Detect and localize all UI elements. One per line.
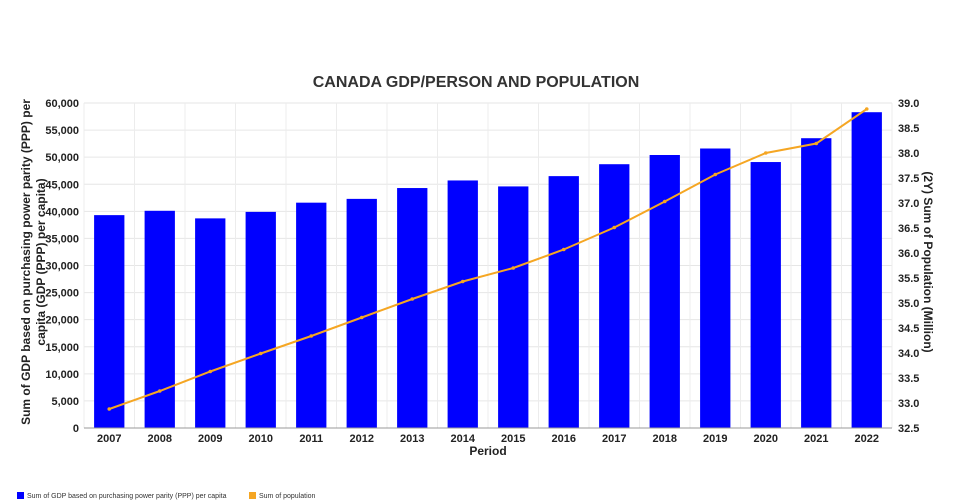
y-tick-label: 45,000 (45, 179, 79, 191)
bar-2015[interactable] (498, 186, 529, 428)
x-axis-title: Period (469, 444, 506, 458)
population-point-2009[interactable] (208, 369, 213, 374)
x-tick-label: 2011 (299, 433, 323, 445)
y2-axis-title: (2Y) Sum of Population (Million) (921, 171, 935, 352)
y2-tick-label: 38.0 (898, 148, 919, 160)
population-point-2008[interactable] (157, 389, 162, 393)
x-tick-label: 2017 (602, 433, 626, 445)
y-tick-label: 10,000 (45, 369, 79, 381)
y2-tick-label: 39.0 (898, 98, 919, 110)
y-tick-label: 30,000 (45, 261, 79, 273)
legend-label-population[interactable]: Sum of population (259, 493, 316, 500)
bar-2009[interactable] (195, 218, 226, 428)
bar-2017[interactable] (599, 164, 630, 429)
y-tick-label: 5,000 (51, 396, 79, 408)
y2-tick-label: 33.0 (898, 398, 919, 410)
population-point-2010[interactable] (258, 351, 263, 356)
population-point-2022[interactable] (864, 107, 869, 111)
y-tick-label: 15,000 (45, 342, 79, 354)
legend-swatch-gdp[interactable] (17, 492, 24, 499)
x-tick-label: 2007 (97, 433, 121, 445)
y2-tick-label: 35.5 (898, 273, 919, 285)
bar-series (94, 112, 882, 429)
line-series (107, 107, 869, 411)
y2-tick-label: 36.0 (898, 248, 919, 260)
population-point-2014[interactable] (460, 279, 465, 284)
y2-tick-label: 37.5 (898, 173, 919, 185)
y2-tick-label: 37.0 (898, 198, 919, 210)
bar-2007[interactable] (94, 215, 125, 428)
population-point-2019[interactable] (713, 172, 718, 177)
population-line[interactable] (108, 108, 868, 410)
population-point-2020[interactable] (763, 151, 768, 155)
x-tick-label: 2021 (804, 433, 828, 445)
y-tick-label: 0 (73, 423, 79, 435)
bar-2014[interactable] (447, 180, 478, 428)
y-tick-label: 40,000 (45, 206, 79, 218)
population-point-2012[interactable] (359, 315, 364, 320)
x-tick-label: 2016 (552, 433, 576, 445)
y2-axis-title-text: (2Y) Sum of Population (Million) (921, 171, 935, 352)
population-point-2011[interactable] (309, 334, 314, 338)
population-point-2018[interactable] (662, 199, 667, 204)
population-point-2015[interactable] (511, 266, 516, 270)
y-tick-label: 20,000 (45, 315, 79, 327)
y2-tick-label: 34.0 (898, 348, 919, 360)
population-point-2021[interactable] (814, 141, 819, 146)
x-tick-label: 2008 (148, 433, 172, 445)
x-tick-label: 2015 (501, 433, 525, 445)
y-tick-label: 25,000 (45, 288, 79, 300)
x-tick-label: 2019 (703, 433, 727, 445)
y2-tick-label: 38.5 (898, 123, 919, 135)
x-tick-label: 2020 (754, 433, 778, 445)
x-tick-label: 2012 (350, 433, 374, 445)
y-tick-label: 50,000 (45, 152, 79, 164)
legend-label-gdp[interactable]: Sum of GDP based on purchasing power par… (27, 493, 227, 500)
bar-2020[interactable] (750, 162, 781, 428)
y2-tick-label: 34.5 (898, 323, 919, 335)
bar-2011[interactable] (296, 202, 327, 428)
chart-title: CANADA GDP/PERSON AND POPULATION (313, 74, 640, 91)
bar-2010[interactable] (245, 211, 276, 428)
y-axis-title: Sum of GDP based on purchasing power par… (19, 99, 48, 425)
bar-2019[interactable] (700, 148, 731, 429)
x-tick-label: 2014 (451, 433, 476, 445)
population-point-2013[interactable] (410, 297, 415, 301)
axes: 0 5,000 10,000 15,000 20,000 25,000 30,000 35,0… (45, 98, 919, 445)
legend: Sum of GDP based on purchasing power par… (17, 492, 316, 500)
x-tick-label: 2013 (400, 433, 424, 445)
population-point-2016[interactable] (561, 247, 566, 252)
bar-2013[interactable] (397, 188, 428, 428)
y2-tick-label: 36.5 (898, 223, 919, 235)
x-tick-label: 2010 (249, 433, 273, 445)
y-tick-label: 60,000 (45, 98, 79, 110)
population-point-2017[interactable] (612, 225, 617, 230)
y-axis-title-line-2: capita (GDP (PPP) per capita) (34, 178, 48, 345)
x-tick-label: 2018 (653, 433, 677, 445)
bar-2022[interactable] (851, 112, 882, 428)
y2-tick-label: 32.5 (898, 423, 919, 435)
bar-2016[interactable] (548, 176, 579, 428)
x-tick-label: 2022 (855, 433, 879, 445)
y-axis-title-line-1: Sum of GDP based on purchasing power par… (19, 99, 33, 425)
x-tick-label: 2009 (198, 433, 222, 445)
population-point-2007[interactable] (107, 407, 112, 411)
y2-tick-label: 33.5 (898, 373, 919, 385)
y2-tick-label: 35.0 (898, 298, 919, 310)
y-tick-label: 35,000 (45, 233, 79, 245)
legend-swatch-population[interactable] (249, 492, 256, 499)
bar-2021[interactable] (801, 138, 832, 429)
y-tick-label: 55,000 (45, 125, 79, 137)
